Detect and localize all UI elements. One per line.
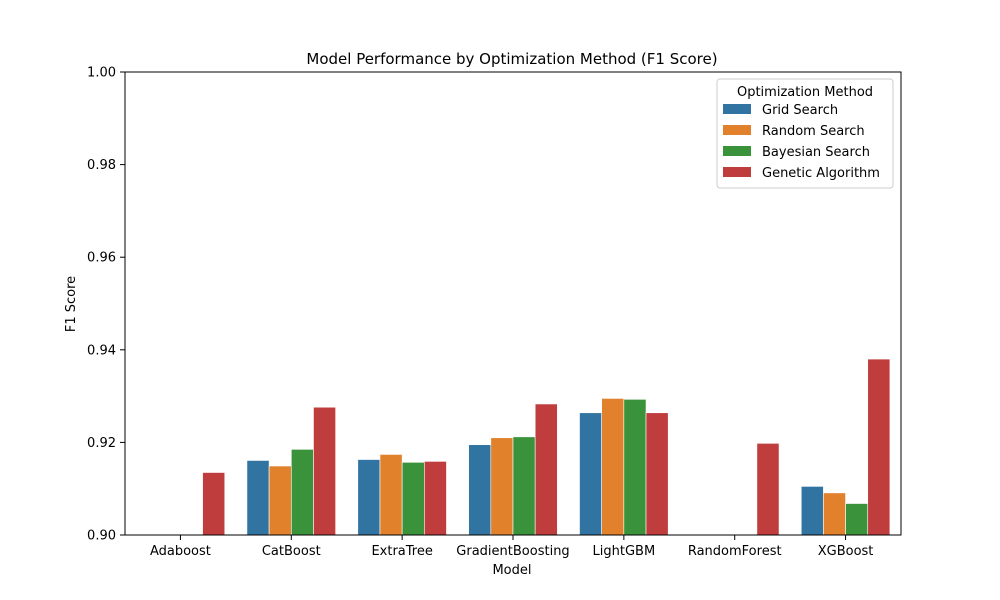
x-tick-label: GradientBoosting	[456, 544, 569, 559]
legend-swatch	[723, 146, 751, 156]
bar	[645, 412, 669, 536]
y-tick-label: 0.90	[87, 529, 116, 544]
bar	[313, 406, 336, 536]
bar	[756, 443, 780, 536]
bar	[290, 449, 314, 536]
chart-title: Model Performance by Optimization Method…	[306, 50, 717, 68]
y-axis-label: F1 Score	[64, 276, 79, 332]
bar	[490, 437, 514, 536]
y-tick-label: 0.92	[87, 436, 116, 451]
bar	[268, 465, 292, 536]
y-tick-label: 1.00	[87, 66, 116, 81]
bar	[512, 436, 536, 536]
bar	[623, 399, 647, 536]
bar	[246, 460, 270, 536]
bar	[401, 462, 425, 536]
axes: 0.90 0.92 0.94 0.96 0.98 1.00 Adaboost CatBoost…	[87, 66, 902, 559]
x-tick-label: Adaboost	[150, 544, 211, 559]
legend-entry: Bayesian Search	[762, 145, 870, 160]
bar	[534, 403, 558, 536]
bar	[202, 472, 226, 536]
legend-entry: Genetic Algorithm	[762, 166, 880, 181]
legend-entry: Grid Search	[762, 103, 838, 118]
bar	[357, 459, 381, 536]
legend-swatch	[723, 167, 751, 177]
bar	[579, 412, 602, 536]
bar	[845, 503, 869, 536]
bar	[379, 454, 403, 536]
x-tick-label: ExtraTree	[371, 544, 432, 559]
bar	[601, 398, 625, 536]
bar	[468, 444, 492, 536]
y-tick-label: 0.98	[87, 158, 116, 173]
x-axis-label: Model	[492, 563, 531, 578]
legend: Optimization Method Grid Search Random Sea…	[716, 78, 894, 189]
bars	[202, 358, 891, 536]
x-tick-label: CatBoost	[262, 544, 321, 559]
x-tick-label: LightGBM	[593, 544, 656, 559]
legend-box	[716, 78, 894, 189]
legend-entry: Random Search	[762, 124, 865, 139]
bar	[424, 461, 447, 536]
bar	[823, 492, 846, 536]
bar	[867, 358, 891, 536]
legend-title: Optimization Method	[737, 85, 873, 100]
x-tick-label: XGBoost	[818, 544, 874, 559]
x-tick-label: RandomForest	[688, 544, 782, 559]
y-tick-label: 0.96	[87, 251, 116, 266]
y-tick-label: 0.94	[87, 343, 116, 358]
legend-swatch	[723, 125, 751, 135]
bar	[800, 486, 824, 536]
legend-swatch	[723, 104, 751, 114]
